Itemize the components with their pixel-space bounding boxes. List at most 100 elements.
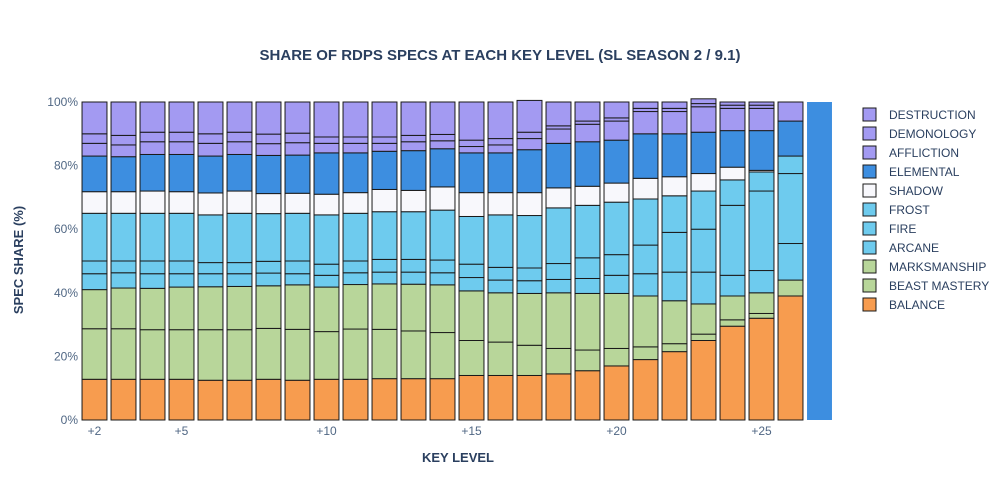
bar-segment-beast-mastery[interactable] bbox=[429, 332, 456, 380]
bar-segment-affliction[interactable] bbox=[81, 142, 108, 157]
bar-segment-balance[interactable] bbox=[690, 340, 717, 421]
bar-segment-affliction[interactable] bbox=[400, 141, 427, 152]
bar-segment-balance[interactable] bbox=[342, 378, 369, 421]
bar-segment-elemental[interactable] bbox=[574, 141, 601, 187]
bar-segment-affliction[interactable] bbox=[226, 141, 253, 155]
bar-segment-fire[interactable] bbox=[255, 260, 282, 274]
bar-segment-demonology[interactable] bbox=[168, 131, 195, 143]
legend-swatch-arcane[interactable] bbox=[862, 240, 877, 255]
bar-segment-destruction[interactable] bbox=[690, 98, 717, 105]
bar-segment-elemental[interactable] bbox=[748, 130, 775, 171]
bar-segment-elemental[interactable] bbox=[139, 153, 166, 192]
bar-segment-frost[interactable] bbox=[226, 212, 253, 264]
bar-segment-arcane[interactable] bbox=[545, 278, 572, 294]
bar-segment-elemental[interactable] bbox=[197, 155, 224, 194]
bar-segment-arcane[interactable] bbox=[139, 273, 166, 289]
bar-segment-arcane[interactable] bbox=[458, 277, 485, 292]
bar-segment-balance[interactable] bbox=[139, 378, 166, 421]
bar-segment-marksmanship[interactable] bbox=[400, 283, 427, 332]
bar-segment-arcane[interactable] bbox=[168, 273, 195, 288]
bar-segment-arcane[interactable] bbox=[110, 272, 137, 289]
legend-label-arcane[interactable]: ARCANE bbox=[889, 241, 939, 255]
bar-segment-balance[interactable] bbox=[574, 370, 601, 421]
bar-segment-shadow[interactable] bbox=[371, 188, 398, 213]
bar-segment-elemental[interactable] bbox=[110, 156, 137, 193]
bar-segment-shadow[interactable] bbox=[487, 192, 514, 216]
bar-segment-beast-mastery[interactable] bbox=[748, 312, 775, 319]
bar-segment-marksmanship[interactable] bbox=[313, 286, 340, 333]
bar-segment-fire[interactable] bbox=[661, 231, 688, 273]
bar-segment-shadow[interactable] bbox=[139, 190, 166, 214]
bar-segment-demonology[interactable] bbox=[313, 136, 340, 144]
bar-segment-arcane[interactable] bbox=[661, 271, 688, 302]
bar-segment-affliction[interactable] bbox=[661, 111, 688, 135]
legend-label-demonology[interactable]: DEMONOLOGY bbox=[889, 127, 976, 141]
bar-segment-beast-mastery[interactable] bbox=[458, 340, 485, 376]
bar-segment-demonology[interactable] bbox=[110, 134, 137, 146]
bar-segment-fire[interactable] bbox=[748, 190, 775, 272]
bar-segment-arcane[interactable] bbox=[748, 270, 775, 294]
bar-segment-arcane[interactable] bbox=[632, 273, 659, 297]
bar-segment-shadow[interactable] bbox=[632, 177, 659, 200]
legend-label-elemental[interactable]: ELEMENTAL bbox=[889, 165, 960, 179]
bar-segment-marksmanship[interactable] bbox=[81, 289, 108, 330]
legend-swatch-elemental[interactable] bbox=[862, 164, 877, 179]
bar-segment-beast-mastery[interactable] bbox=[690, 333, 717, 342]
legend-swatch-marksmanship[interactable] bbox=[862, 259, 877, 274]
bar-segment-affliction[interactable] bbox=[255, 143, 282, 156]
bar-segment-marksmanship[interactable] bbox=[748, 292, 775, 314]
bar-segment-shadow[interactable] bbox=[719, 166, 746, 181]
bar-segment-shadow[interactable] bbox=[81, 191, 108, 214]
bar-segment-arcane[interactable] bbox=[400, 271, 427, 285]
bar-segment-fire[interactable] bbox=[516, 267, 543, 282]
bar-segment-arcane[interactable] bbox=[574, 277, 601, 294]
bar-segment-shadow[interactable] bbox=[516, 192, 543, 217]
bar-segment-marksmanship[interactable] bbox=[632, 295, 659, 348]
bar-segment-balance[interactable] bbox=[226, 379, 253, 421]
bar-segment-shadow[interactable] bbox=[197, 192, 224, 216]
legend-label-shadow[interactable]: SHADOW bbox=[889, 184, 944, 198]
bar-segment-arcane[interactable] bbox=[429, 272, 456, 286]
legend-swatch-beast-mastery[interactable] bbox=[862, 278, 877, 293]
bar-segment-fire[interactable] bbox=[313, 263, 340, 276]
bar-segment-affliction[interactable] bbox=[690, 106, 717, 133]
bar-segment-elemental[interactable] bbox=[603, 139, 630, 184]
bar-segment-balance[interactable] bbox=[748, 317, 775, 421]
bar-segment-arcane[interactable] bbox=[516, 280, 543, 294]
bar-segment-marksmanship[interactable] bbox=[342, 284, 369, 330]
bar-segment-elemental[interactable] bbox=[661, 133, 688, 178]
bar-segment-destruction[interactable] bbox=[284, 101, 311, 134]
bar-segment-destruction[interactable] bbox=[226, 101, 253, 133]
bar-segment-frost[interactable] bbox=[661, 195, 688, 233]
bar-segment-destruction[interactable] bbox=[603, 101, 630, 119]
bar-segment-affliction[interactable] bbox=[632, 111, 659, 135]
bar-segment-marksmanship[interactable] bbox=[110, 287, 137, 330]
bar-segment-destruction[interactable] bbox=[719, 101, 746, 106]
bar-segment-destruction[interactable] bbox=[139, 101, 166, 133]
bar-segment-elemental[interactable] bbox=[719, 130, 746, 168]
bar-segment-arcane[interactable] bbox=[487, 279, 514, 294]
bar-segment-affliction[interactable] bbox=[458, 146, 485, 154]
bar-segment-arcane[interactable] bbox=[342, 272, 369, 286]
bar-segment-frost[interactable] bbox=[574, 204, 601, 259]
bar-segment-fire[interactable] bbox=[284, 260, 311, 275]
bar-segment-destruction[interactable] bbox=[545, 101, 572, 127]
bar-segment-shadow[interactable] bbox=[226, 190, 253, 214]
bar-segment-arcane[interactable] bbox=[255, 272, 282, 287]
bar-segment-elemental[interactable] bbox=[429, 148, 456, 188]
bar-segment-shadow[interactable] bbox=[545, 187, 572, 209]
bar-segment-marksmanship[interactable] bbox=[371, 283, 398, 330]
bar-segment-arcane[interactable] bbox=[719, 274, 746, 297]
bar-segment-demonology[interactable] bbox=[226, 131, 253, 143]
bar-segment-fire[interactable] bbox=[690, 228, 717, 273]
legend-label-frost[interactable]: FROST bbox=[889, 203, 930, 217]
bar-segment-beast-mastery[interactable] bbox=[719, 319, 746, 327]
bar-segment-destruction[interactable] bbox=[197, 101, 224, 135]
bar-segment-elemental[interactable] bbox=[487, 152, 514, 194]
bar-segment-marksmanship[interactable] bbox=[574, 292, 601, 351]
bar-segment-fire[interactable] bbox=[197, 262, 224, 275]
bar-segment-marksmanship[interactable] bbox=[197, 286, 224, 331]
bar-segment-balance[interactable] bbox=[313, 378, 340, 421]
bar-segment-affliction[interactable] bbox=[168, 141, 195, 155]
bar-segment-affliction[interactable] bbox=[342, 142, 369, 154]
